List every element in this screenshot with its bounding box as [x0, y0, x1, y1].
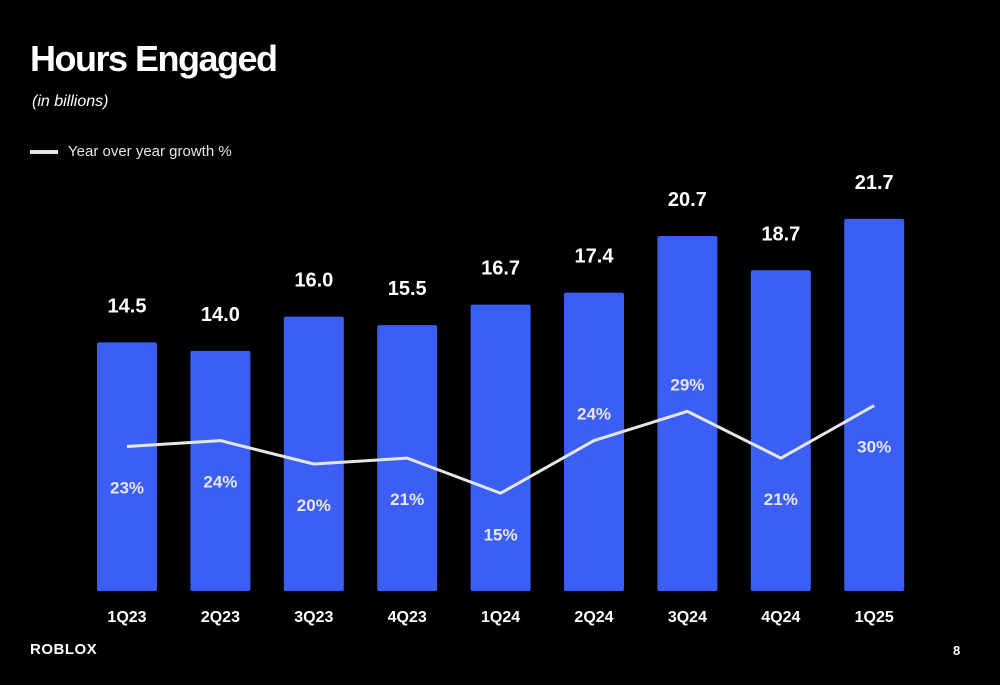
x-tick-label-2Q24: 2Q24	[574, 609, 613, 626]
x-tick-label-1Q23: 1Q23	[107, 609, 146, 626]
roblox-logo: ROBLOX	[30, 641, 98, 658]
bar-2Q23	[190, 350, 251, 591]
bar-value-label-3Q23: 16.0	[294, 270, 333, 292]
bar-value-label-3Q24: 20.7	[668, 189, 707, 211]
x-tick-label-4Q23: 4Q23	[388, 609, 427, 626]
growth-label-3Q23: 20%	[297, 496, 331, 515]
page-number: 8	[953, 643, 961, 658]
growth-label-1Q25: 30%	[857, 438, 891, 457]
bar-value-label-1Q24: 16.7	[481, 258, 520, 280]
slide-title: Hours Engaged	[30, 38, 278, 79]
x-tick-label-4Q24: 4Q24	[761, 609, 800, 626]
x-tick-label-3Q23: 3Q23	[294, 609, 333, 626]
slide-subtitle: (in billions)	[32, 93, 109, 110]
growth-label-3Q24: 29%	[670, 375, 704, 394]
bar-value-label-1Q23: 14.5	[108, 295, 147, 317]
x-tick-label-2Q23: 2Q23	[201, 609, 240, 626]
growth-label-4Q24: 21%	[764, 490, 798, 509]
bar-4Q24	[750, 270, 811, 591]
bar-value-label-2Q23: 14.0	[201, 304, 240, 326]
chart-legend: Year over year growth %	[30, 143, 232, 160]
legend-line-swatch	[30, 149, 58, 154]
growth-label-2Q23: 24%	[203, 473, 237, 492]
bar-value-label-2Q24: 17.4	[575, 246, 615, 268]
x-tick-label-1Q25: 1Q25	[855, 609, 894, 626]
bar-value-label-4Q24: 18.7	[761, 223, 800, 245]
growth-label-4Q23: 21%	[390, 490, 424, 509]
bar-1Q25	[844, 218, 905, 591]
bar-1Q23	[97, 342, 157, 591]
growth-label-1Q24: 15%	[484, 525, 518, 544]
growth-label-2Q24: 24%	[577, 405, 611, 424]
bar-value-label-1Q25: 21.7	[855, 172, 894, 194]
bar-value-label-4Q23: 15.5	[388, 278, 427, 300]
bar-1Q24	[470, 304, 531, 591]
bar-3Q24	[657, 235, 718, 591]
legend-label-growth: Year over year growth %	[68, 143, 232, 160]
x-tick-label-3Q24: 3Q24	[668, 609, 707, 626]
x-tick-label-1Q24: 1Q24	[481, 609, 520, 626]
bar-3Q23	[283, 316, 344, 591]
growth-line	[126, 404, 875, 495]
growth-label-1Q23: 23%	[110, 478, 144, 497]
